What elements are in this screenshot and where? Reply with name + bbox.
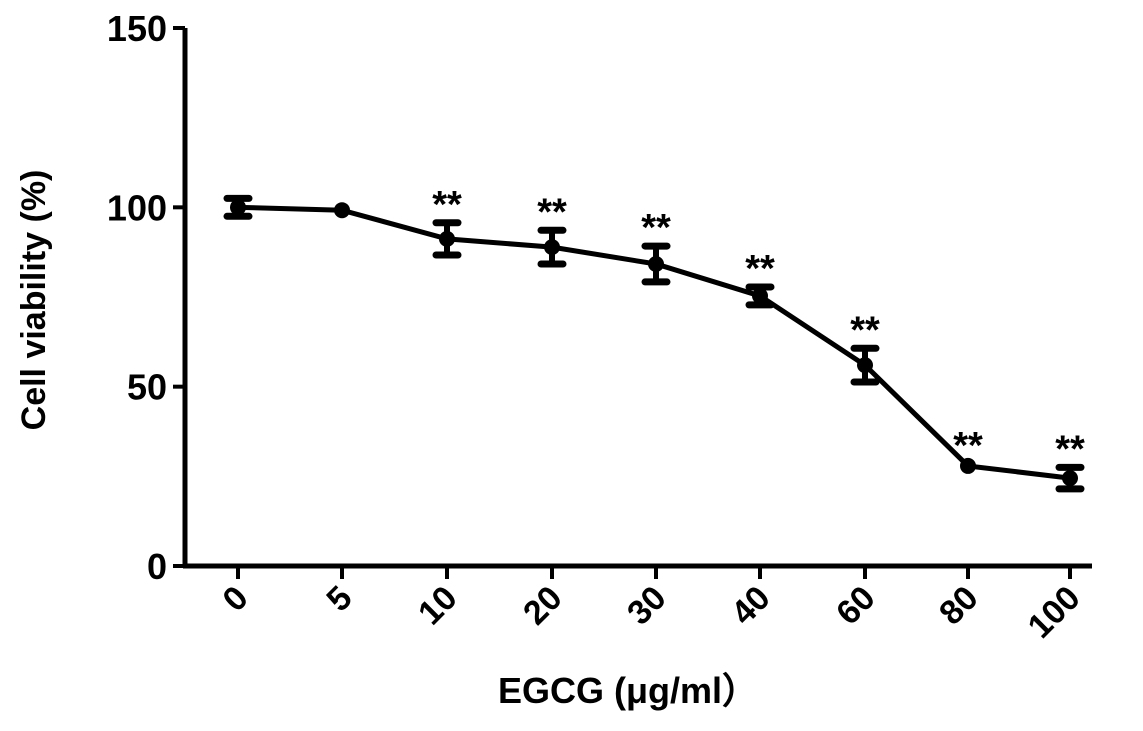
significance-label: ** xyxy=(537,191,567,233)
x-tick-label: 10 xyxy=(411,579,465,633)
data-point xyxy=(544,239,560,256)
data-point xyxy=(334,202,350,219)
x-axis-label: EGCG (μg/ml） xyxy=(498,670,758,711)
significance-label: ** xyxy=(850,309,880,351)
data-point xyxy=(439,230,455,247)
significance-label: ** xyxy=(745,248,775,290)
data-point xyxy=(1062,470,1078,487)
data-point xyxy=(960,457,976,474)
data-point xyxy=(752,287,768,304)
x-tick-label: 40 xyxy=(724,579,778,633)
x-tick-label: 5 xyxy=(319,579,359,619)
y-tick-label: 0 xyxy=(147,546,167,587)
y-axis-label: Cell viability (%) xyxy=(15,170,53,431)
significance-label: ** xyxy=(1055,428,1085,470)
y-tick-label: 100 xyxy=(107,187,167,228)
significance-label: ** xyxy=(953,425,983,467)
x-tick-label: 0 xyxy=(215,579,255,619)
data-point xyxy=(230,199,246,216)
significance-label: ** xyxy=(432,184,462,226)
y-tick-label: 50 xyxy=(127,367,167,408)
y-tick-label: 150 xyxy=(107,8,167,49)
data-point xyxy=(857,357,873,374)
x-tick-label: 80 xyxy=(932,579,986,633)
x-tick-label: 100 xyxy=(1021,579,1088,646)
x-tick-label: 30 xyxy=(620,579,674,633)
significance-label: ** xyxy=(641,207,671,249)
x-tick-label: 60 xyxy=(829,579,883,633)
data-point xyxy=(648,256,664,273)
x-tick-label: 20 xyxy=(516,579,570,633)
